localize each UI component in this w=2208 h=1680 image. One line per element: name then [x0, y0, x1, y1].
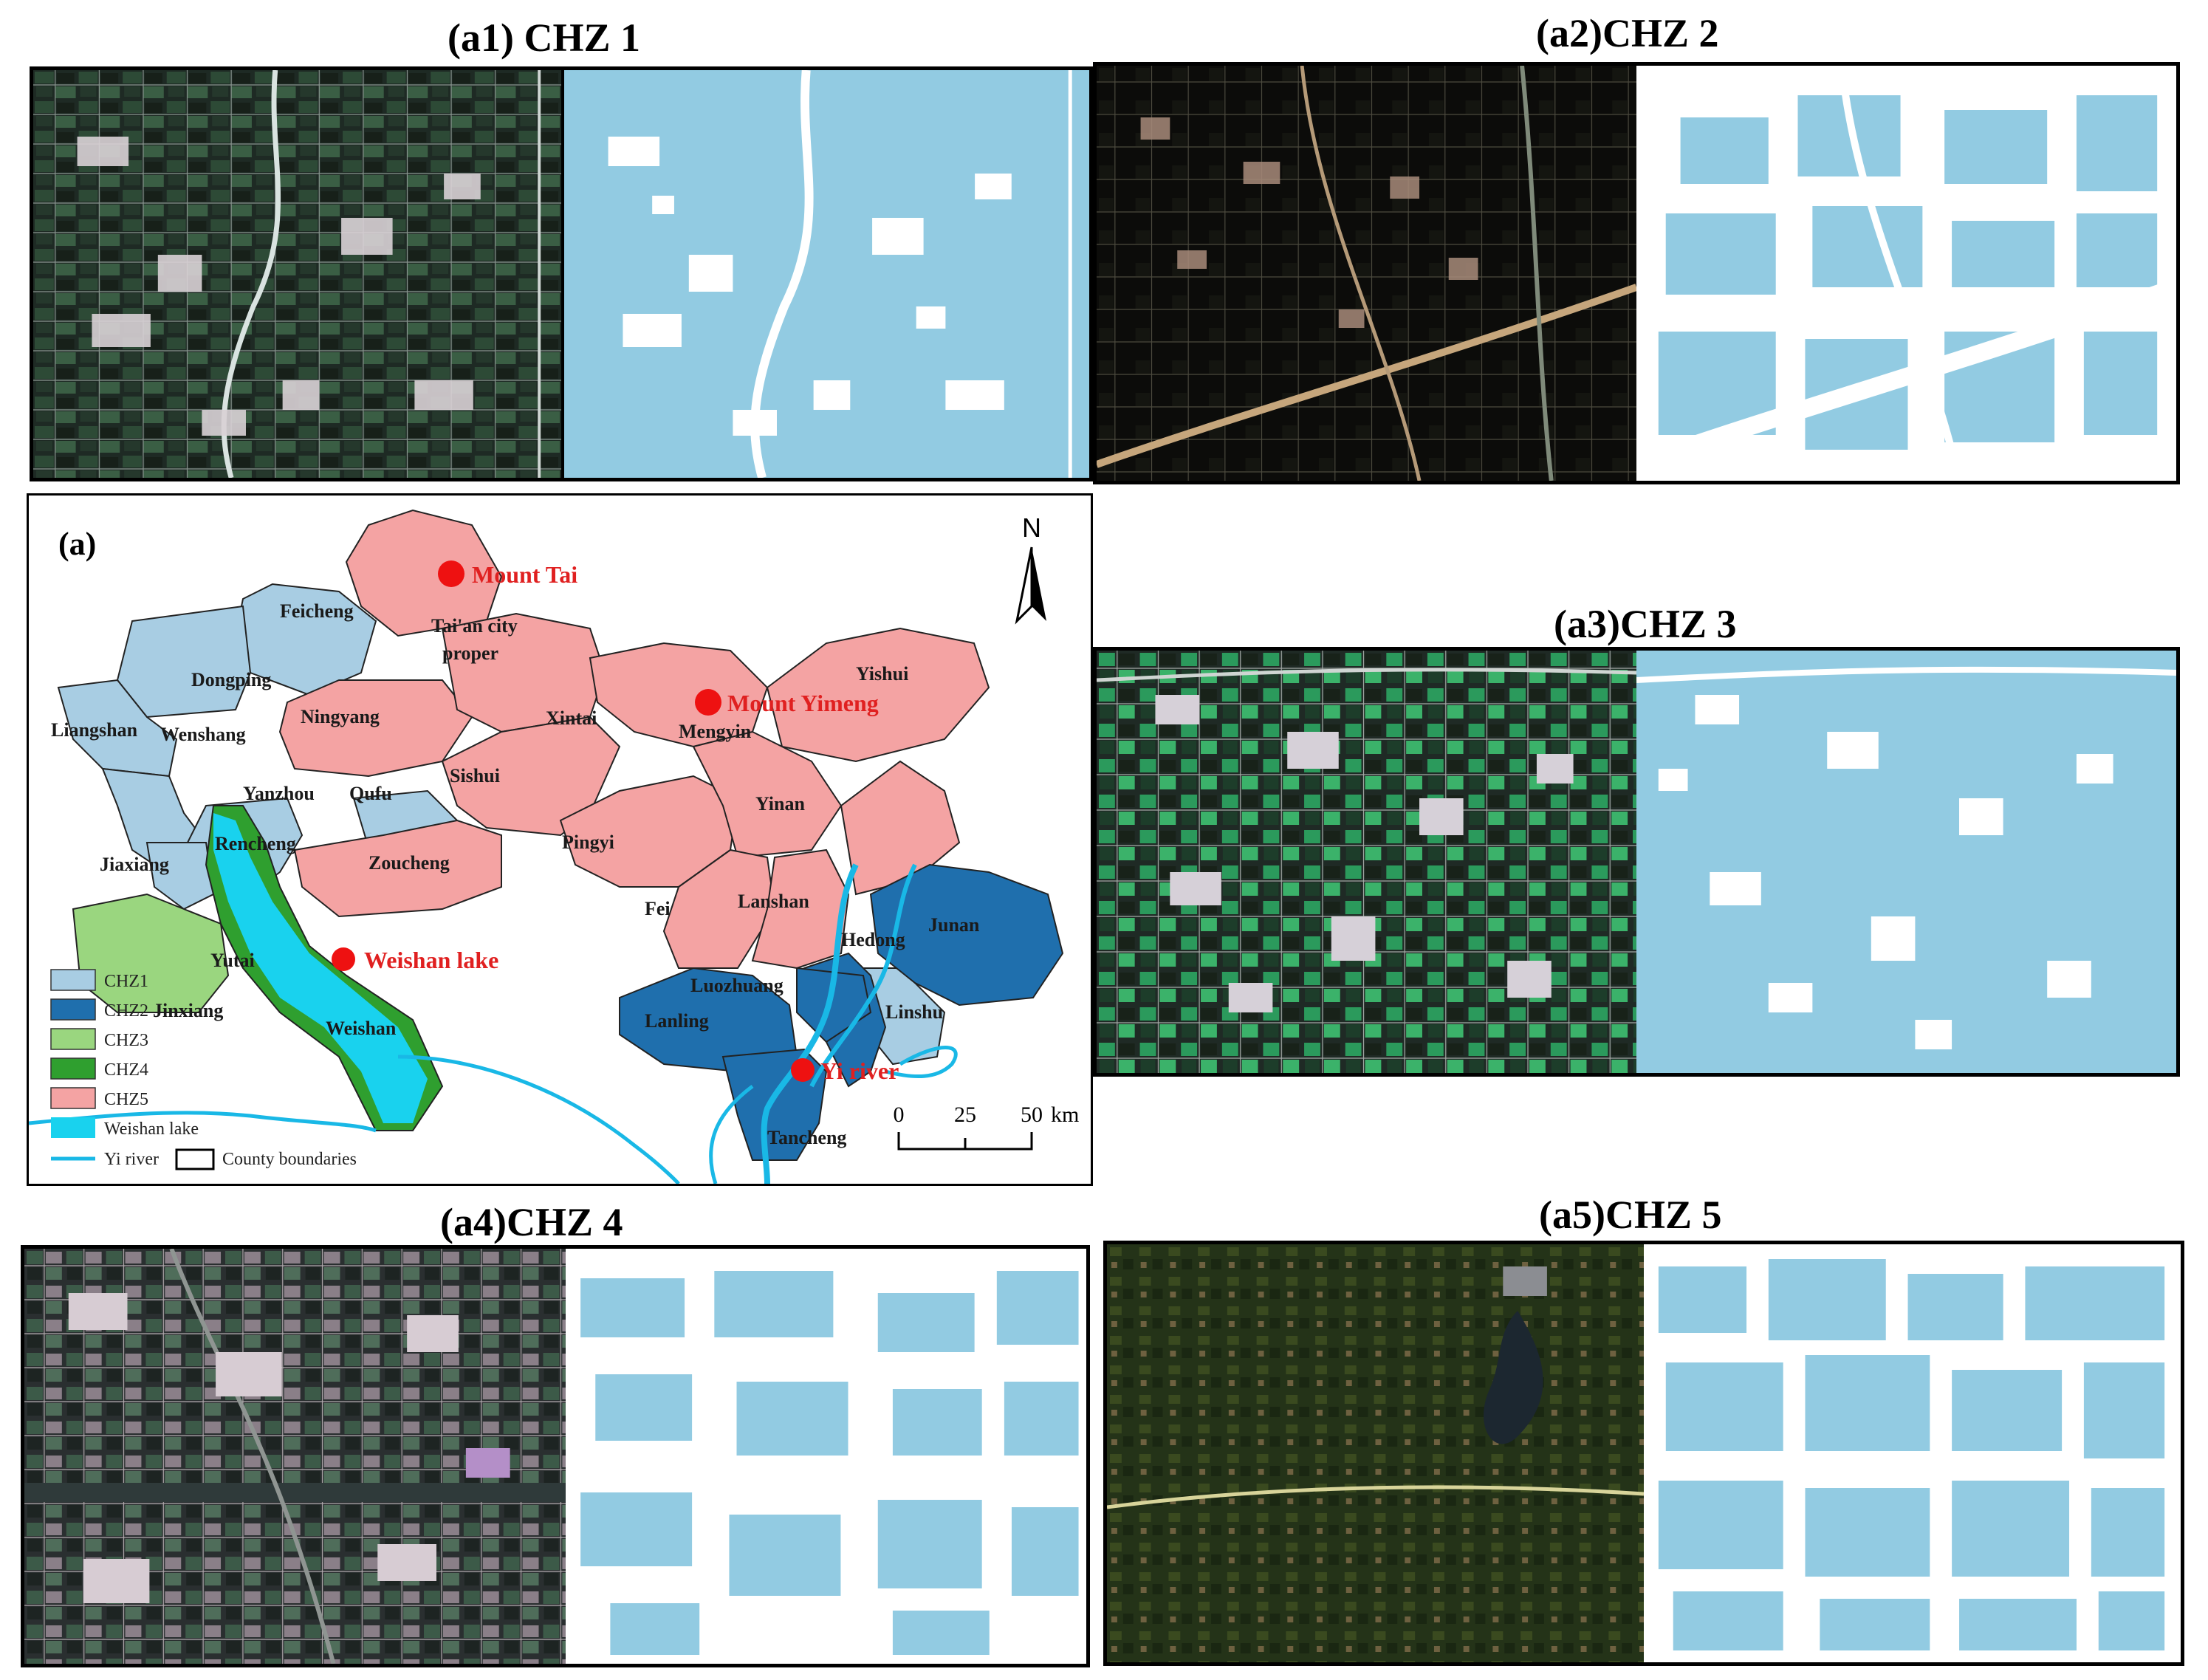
- panel-a1: [30, 66, 1093, 481]
- county-label-yinan: Yinan: [755, 793, 805, 815]
- county-label-tai-an-city: Tai'an city: [431, 615, 518, 637]
- mask-image-a3: [1636, 651, 2176, 1073]
- county-label-linshu: Linshu: [885, 1001, 943, 1023]
- satellite-image-a3: [1097, 651, 1636, 1073]
- county-label-zoucheng: Zoucheng: [368, 852, 450, 874]
- panel-title-a3: (a3)CHZ 3: [1554, 602, 1737, 646]
- north-arrow: N: [1015, 512, 1046, 625]
- satellite-image-a2: [1097, 66, 1636, 481]
- county-label-weishan: Weishan: [326, 1018, 397, 1039]
- legend-swatch-county: [175, 1148, 215, 1170]
- scale-tick-50: 50: [1021, 1103, 1043, 1127]
- scale-unit: km: [1051, 1103, 1079, 1127]
- landmarks: Mount Tai Mount Yimeng Weishan lake Yi r…: [332, 560, 899, 1084]
- overview-map: (a) N Feicheng Tai'an city proper Dongping L…: [27, 493, 1093, 1186]
- legend-swatch-chz5: [50, 1087, 96, 1109]
- satellite-image-a4: [24, 1249, 566, 1664]
- county-label-jiaxiang: Jiaxiang: [100, 854, 169, 875]
- county-label-pingyi: Pingyi: [562, 832, 614, 853]
- county-label-fei: Fei: [645, 898, 671, 919]
- mask-image-a5: [1644, 1244, 2181, 1662]
- landmark-dot-mount-yimeng: [695, 689, 721, 716]
- county-label-dongping: Dongping: [191, 669, 271, 690]
- map-label: (a): [58, 526, 96, 562]
- north-arrow-letter: N: [1022, 512, 1041, 543]
- zone-chz2: [619, 863, 1064, 1161]
- north-arrow-icon: [1015, 546, 1033, 625]
- landmark-dot-mount-tai: [438, 560, 464, 587]
- legend-swatch-lake: [51, 1117, 95, 1138]
- legend-swatch-chz4: [50, 1057, 96, 1080]
- county-label-lanshan: Lanshan: [738, 891, 809, 912]
- county-label-luozhuang: Luozhuang: [690, 975, 784, 996]
- scale-tick-25: 25: [954, 1103, 976, 1127]
- county-labels: Feicheng Tai'an city proper Dongping Liangsh…: [51, 600, 980, 1148]
- panel-a5: [1103, 1241, 2184, 1666]
- county-label-lanling: Lanling: [645, 1010, 709, 1032]
- county-label-liangshan: Liangshan: [51, 719, 138, 741]
- county-label-feicheng: Feicheng: [280, 600, 354, 622]
- county-label-junan: Junan: [928, 914, 980, 936]
- county-label-yishui: Yishui: [856, 663, 908, 685]
- landmark-mount-tai: Mount Tai: [472, 561, 577, 588]
- scale-bar: 0 25 50 km: [894, 1103, 1079, 1151]
- legend-label-chz3: CHZ3: [104, 1031, 148, 1050]
- panel-title-a2: (a2)CHZ 2: [1536, 11, 1719, 55]
- panel-a4: [21, 1245, 1090, 1667]
- legend-swatch-chz1: [50, 969, 96, 991]
- satellite-image-a1: [33, 70, 561, 478]
- weishan-lake: [213, 813, 428, 1123]
- panel-title-a4: (a4)CHZ 4: [440, 1200, 623, 1244]
- county-label-sishui: Sishui: [450, 765, 500, 786]
- landmark-dot-weishan-lake: [332, 947, 355, 971]
- landmark-mount-yimeng: Mount Yimeng: [727, 690, 879, 716]
- legend-swatch-chz3: [50, 1028, 96, 1050]
- county-label-hedong: Hedong: [841, 929, 905, 950]
- legend-label-lake: Weishan lake: [104, 1120, 199, 1139]
- county-label-yanzhou: Yanzhou: [243, 783, 315, 804]
- county-label-yutai: Yutai: [210, 950, 255, 971]
- panel-a3: [1093, 647, 2180, 1077]
- zone-chz3: [72, 893, 230, 1013]
- legend-label-chz4: CHZ4: [104, 1060, 148, 1080]
- satellite-image-a5: [1107, 1244, 1644, 1662]
- county-label-xintai: Xintai: [546, 707, 597, 729]
- county-label-rencheng: Rencheng: [215, 833, 296, 854]
- county-label-wenshang: Wenshang: [160, 724, 246, 745]
- legend: CHZ1 CHZ2 CHZ3 CHZ4 CHZ5 Weishan lake Yi…: [50, 969, 357, 1170]
- legend-label-chz2: CHZ2: [104, 1001, 148, 1021]
- legend-label-chz1: CHZ1: [104, 972, 148, 991]
- panel-title-a5: (a5)CHZ 5: [1539, 1193, 1722, 1237]
- county-label-proper: proper: [442, 642, 498, 664]
- county-label-jinxiang: Jinxiang: [153, 1000, 223, 1021]
- zone-chz5: [278, 509, 990, 970]
- yi-river: [29, 863, 958, 1184]
- panel-title-a1: (a1) CHZ 1: [448, 16, 640, 60]
- county-label-qufu: Qufu: [349, 783, 392, 804]
- legend-label-river: Yi river: [104, 1150, 159, 1169]
- legend-swatch-chz2: [50, 998, 96, 1021]
- landmark-weishan-lake: Weishan lake: [364, 947, 498, 973]
- mask-image-a2: [1636, 66, 2176, 481]
- county-label-tancheng: Tancheng: [767, 1127, 846, 1148]
- county-label-ningyang: Ningyang: [301, 706, 380, 727]
- landmark-yi-river: Yi river: [820, 1057, 899, 1084]
- legend-label-county: County boundaries: [222, 1150, 357, 1169]
- scale-tick-0: 0: [894, 1103, 905, 1127]
- landmark-dot-yi-river: [791, 1058, 815, 1082]
- mask-image-a4: [566, 1249, 1086, 1664]
- county-label-mengyin: Mengyin: [679, 721, 752, 742]
- panel-a2: [1093, 62, 2180, 484]
- mask-image-a1: [561, 70, 1089, 478]
- legend-label-chz5: CHZ5: [104, 1090, 148, 1109]
